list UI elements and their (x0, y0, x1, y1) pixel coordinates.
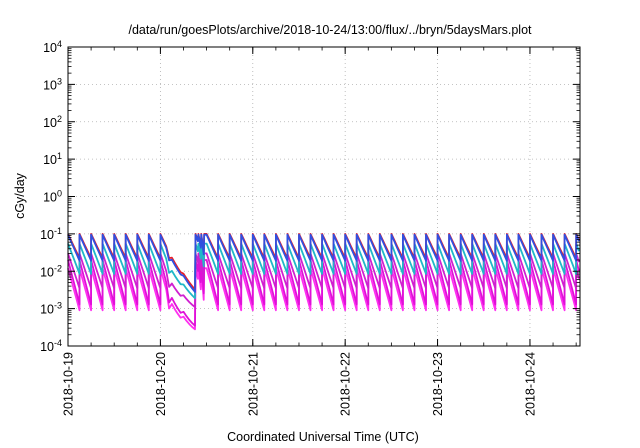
y-axis-label: cGy/day (13, 172, 27, 219)
x-tick-label: 2018-10-19 (62, 352, 76, 416)
series-line (67, 233, 580, 293)
y-tick-label: 10-4 (40, 338, 62, 354)
x-axis-label: Coordinated Universal Time (UTC) (227, 430, 419, 444)
grid-lines (68, 47, 580, 346)
series-group (67, 232, 580, 331)
x-tick-label: 2018-10-21 (246, 352, 260, 416)
y-tick-label: 101 (43, 151, 62, 167)
y-tick-label: 102 (43, 114, 62, 130)
series-line (67, 259, 580, 327)
y-tick-label: 104 (43, 39, 62, 55)
chart-title: /data/run/goesPlots/archive/2018-10-24/1… (128, 23, 532, 37)
y-tick-label: 10-3 (40, 301, 62, 317)
x-tick-label: 2018-10-23 (431, 352, 445, 416)
axis-ticks (67, 46, 580, 347)
y-tick-label: 10-1 (40, 226, 62, 242)
x-tick-labels: 2018-10-19 2018-10-20 2018-10-21 2018-10-22… (62, 352, 538, 416)
y-tick-labels: 10-4 10-3 10-2 10-1 100 101 102 103 104 (40, 39, 62, 354)
x-tick-label: 2018-10-20 (154, 352, 168, 416)
series-line (67, 252, 580, 309)
series-line (67, 242, 580, 300)
y-tick-label: 100 (43, 189, 62, 205)
y-tick-label: 10-2 (40, 263, 62, 279)
x-tick-label: 2018-10-22 (339, 352, 353, 416)
y-tick-label: 103 (43, 76, 62, 92)
x-tick-label: 2018-10-24 (523, 352, 537, 416)
